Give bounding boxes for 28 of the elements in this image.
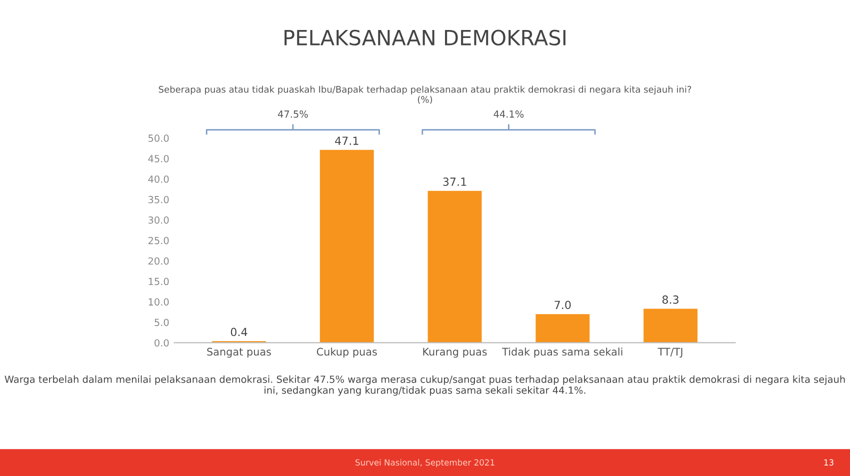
text: 47.5% — [278, 110, 308, 118]
y-tick-label: 40.0 — [148, 175, 169, 183]
x-tick-label: TT/TJ — [658, 348, 682, 358]
y-tick-label: 30.0 — [148, 216, 169, 224]
text: Survei Nasional, September 2021 — [356, 459, 494, 468]
y-tick-label: 15.0 — [148, 278, 169, 286]
y-tick-label: 45.0 — [148, 154, 169, 162]
x-tick-label: Sangat puas — [207, 348, 271, 358]
x-tick-label: Kurang puas — [423, 348, 487, 358]
chart-title: PELAKSANAAN DEMOKRASI — [284, 30, 566, 46]
y-tick-label: 20.0 — [148, 257, 169, 265]
y-tick-label: 5.0 — [154, 318, 169, 326]
data-label: 37.1 — [443, 178, 466, 186]
y-tick-label: 35.0 — [148, 196, 169, 204]
y-tick-label: 25.0 — [148, 236, 169, 244]
x-tick-label: Tidak puas sama sekali — [502, 348, 622, 358]
chart-subtitle: Seberapa puas atau tidak puaskah Ibu/Bapak terhadap pelaksanaan atau praktik demokrasi di negara kita sejauh ini? (%) — [158, 86, 692, 104]
x-tick-label: Cukup puas — [316, 348, 377, 358]
text: Warga terbelah dalam menilai pelaksanaan demokrasi. Sekitar 47.5% warga merasa cukup/sangat puas terhadap pelaksanaan atau praktik demokrasi di negara kita sejauh ini, sedangkan yang kurang/tidak puas sama sekali sekitar 44.1%. — [4, 375, 845, 396]
y-tick-label: 50.0 — [148, 134, 169, 142]
data-label: 0.4 — [230, 328, 248, 336]
y-tick-label: 10.0 — [148, 298, 169, 306]
y-tick-label: 0.0 — [154, 339, 169, 347]
data-label: 8.3 — [662, 295, 678, 304]
text: 13 — [824, 459, 834, 466]
data-label: 47.1 — [335, 136, 358, 145]
text: 44.1% — [494, 110, 524, 118]
data-label: 7.0 — [554, 300, 571, 310]
